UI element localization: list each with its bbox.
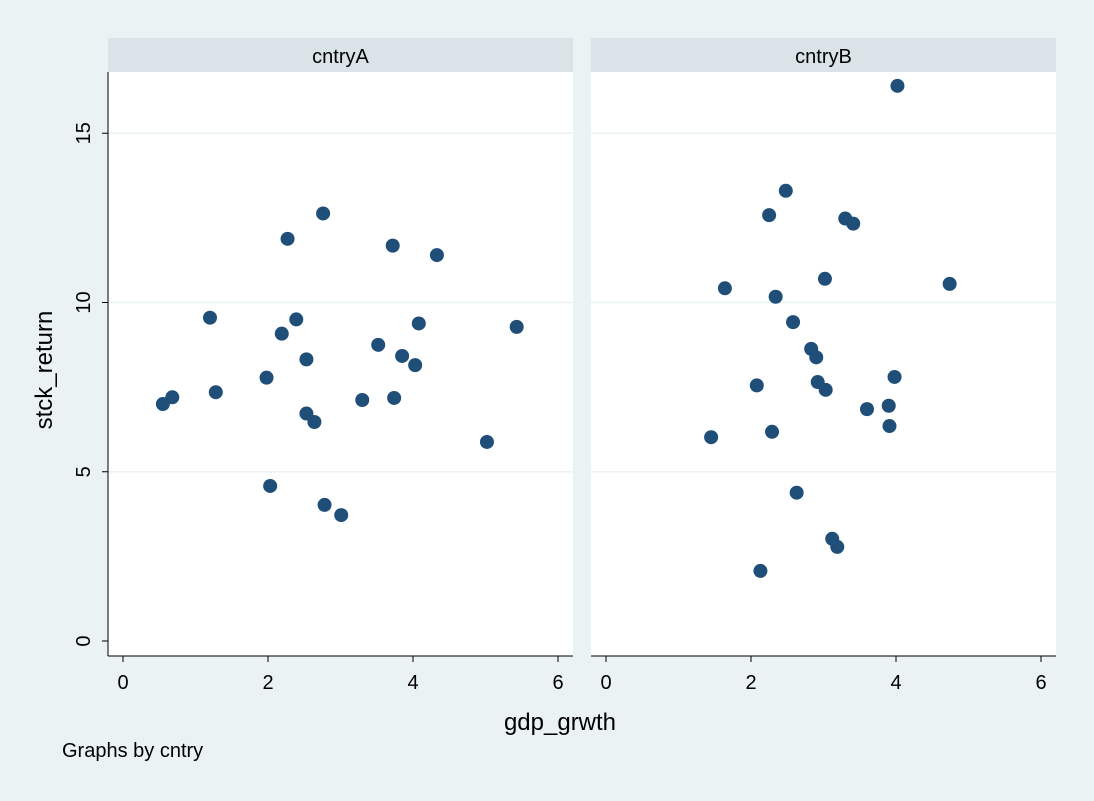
graph-note: Graphs by cntry: [62, 740, 203, 762]
y-axis-label: stck_return: [31, 311, 58, 430]
y-tick-label: 0: [73, 635, 95, 646]
data-point: [208, 385, 223, 400]
y-tick-label: 15: [73, 122, 95, 144]
panel-header: [108, 38, 573, 72]
data-point: [704, 430, 719, 445]
data-point: [317, 497, 332, 512]
data-point: [509, 319, 524, 334]
data-point: [385, 238, 400, 253]
data-point: [280, 231, 295, 246]
x-tick-label: 4: [890, 672, 901, 694]
data-point: [355, 392, 370, 407]
data-point: [890, 78, 905, 93]
data-point: [479, 434, 494, 449]
data-point: [762, 208, 777, 223]
x-axis-label: gdp_grwth: [504, 709, 616, 736]
data-point: [860, 402, 874, 417]
data-point: [371, 337, 386, 352]
data-point: [809, 350, 824, 365]
x-tick-label: 0: [600, 672, 611, 694]
data-point: [411, 316, 426, 331]
data-point: [881, 398, 896, 413]
data-point: [765, 424, 780, 439]
data-point: [307, 414, 322, 429]
x-tick-label: 4: [407, 672, 418, 694]
data-point: [882, 419, 897, 434]
data-point: [263, 478, 278, 493]
data-point: [274, 326, 289, 341]
data-point: [830, 539, 845, 554]
panel-cntryB: cntryB 0 2 4 6: [591, 38, 1056, 694]
data-point: [408, 358, 423, 373]
plot-area: [591, 72, 1056, 656]
data-point: [818, 382, 833, 397]
x-tick-label: 2: [745, 672, 756, 694]
data-point: [846, 216, 861, 231]
y-tick-label: 5: [73, 466, 95, 477]
data-point: [942, 276, 957, 291]
x-tick-label: 6: [1035, 672, 1046, 694]
plot-area: [108, 72, 573, 656]
data-point: [334, 508, 349, 523]
y-tick-label: 10: [73, 291, 95, 313]
data-point: [887, 369, 902, 384]
data-point: [259, 370, 274, 385]
data-point: [717, 281, 732, 296]
panel-title: cntryA: [312, 46, 369, 68]
x-tick-label: 2: [262, 672, 273, 694]
data-point: [768, 289, 783, 304]
data-point: [789, 485, 804, 500]
panel-cntryA: cntryA 0 2 4 6 0 5 10 15: [73, 38, 573, 694]
data-point: [316, 206, 331, 221]
data-point: [753, 563, 768, 578]
panel-header: [591, 38, 1056, 72]
data-point: [786, 315, 801, 330]
data-point: [778, 183, 793, 198]
data-point: [299, 352, 314, 367]
x-tick-label: 6: [552, 672, 563, 694]
data-point: [817, 271, 832, 286]
data-point: [429, 248, 444, 263]
data-point: [749, 378, 764, 393]
data-point: [395, 348, 410, 363]
data-point: [289, 312, 304, 327]
data-point: [165, 390, 180, 405]
panel-title: cntryB: [795, 46, 852, 68]
panels-layer: cntryA 0 2 4 6 0 5 10 15 cntryB 0 2 4 6: [73, 38, 1056, 694]
x-tick-label: 0: [117, 672, 128, 694]
data-point: [387, 390, 402, 405]
data-point: [203, 310, 217, 325]
